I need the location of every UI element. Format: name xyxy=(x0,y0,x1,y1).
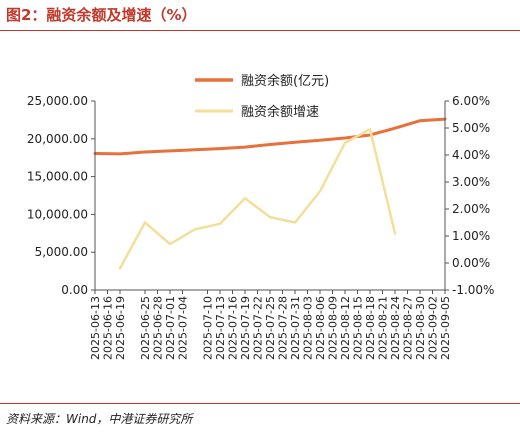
x-axis-tick-label: 2025-06-13 xyxy=(89,296,102,360)
x-axis-tick-label: 2025-08-21 xyxy=(377,296,390,360)
right-axis-tick-labels: -1.00% 0.00% 1.00% 2.00% 3.00% 4.00% 5.00% 6.00… xyxy=(452,94,494,297)
x-axis-tick-label: 2025-06-28 xyxy=(152,296,165,360)
x-axis-tick-label: 2025-07-22 xyxy=(252,296,265,360)
x-axis-tick-label: 2025-06-25 xyxy=(139,296,152,360)
right-axis-tick-label: 2.00% xyxy=(452,202,490,216)
right-axis-tick-label: 0.00% xyxy=(452,256,490,270)
x-axis-tick-labels: 2025-06-13 2025-06-16 2025-06-19 2025-06-25… xyxy=(89,296,452,360)
left-axis-tick-label: 10,000.00 xyxy=(27,207,88,221)
x-axis-tick-label: 2025-07-25 xyxy=(264,296,277,360)
x-axis-tick-label: 2025-08-12 xyxy=(339,296,352,360)
x-axis-tick-label: 2025-08-06 xyxy=(314,296,327,360)
left-axis-tick-label: 20,000.00 xyxy=(27,132,88,146)
x-axis-tick-label: 2025-09-02 xyxy=(427,296,440,360)
chart: 0.00 5,000.00 10,000.00 15,000.00 20,000.00 2… xyxy=(27,73,495,360)
right-axis-tick-label: 5.00% xyxy=(452,121,490,135)
margin-balance-line xyxy=(93,117,447,156)
x-axis-tick-label: 2025-07-16 xyxy=(227,296,240,360)
x-axis-tick-label: 2025-07-10 xyxy=(202,296,215,360)
x-axis-tick-label: 2025-06-19 xyxy=(114,296,127,360)
series-lines xyxy=(93,117,447,270)
axes xyxy=(91,100,449,294)
x-axis-tick-label: 2025-08-18 xyxy=(364,296,377,360)
x-axis-tick-label: 2025-07-13 xyxy=(214,296,227,360)
right-axis-tick-label: 3.00% xyxy=(452,175,490,189)
left-axis-tick-labels: 0.00 5,000.00 10,000.00 15,000.00 20,000.00 2… xyxy=(27,94,88,297)
x-axis-tick-label: 2025-08-09 xyxy=(327,296,340,360)
x-axis-tick-label: 2025-07-01 xyxy=(164,296,177,360)
source-rule xyxy=(0,403,520,404)
source-note: 资料来源：Wind，中港证券研究所 xyxy=(6,412,193,426)
left-axis-tick-label: 25,000.00 xyxy=(27,94,88,108)
left-axis-tick-label: 0.00 xyxy=(61,283,88,297)
left-axis-tick-label: 15,000.00 xyxy=(27,170,88,184)
title-rule xyxy=(0,30,520,31)
margin-growth-line xyxy=(118,128,397,270)
x-axis-tick-label: 2025-08-15 xyxy=(352,296,365,360)
left-axis-tick-label: 5,000.00 xyxy=(35,245,88,259)
x-axis-tick-label: 2025-07-19 xyxy=(239,296,252,360)
x-axis-tick-label: 2025-07-04 xyxy=(177,296,190,360)
x-axis-tick-label: 2025-07-28 xyxy=(277,296,290,360)
right-axis-tick-label: 4.00% xyxy=(452,148,490,162)
x-axis-tick-label: 2025-08-03 xyxy=(302,296,315,360)
right-axis-tick-label: 6.00% xyxy=(452,94,490,108)
x-axis-tick-label: 2025-08-24 xyxy=(389,296,402,360)
right-axis-tick-label: 1.00% xyxy=(452,229,490,243)
x-axis-tick-label: 2025-08-30 xyxy=(414,296,427,360)
right-axis-tick-label: -1.00% xyxy=(452,283,494,297)
x-axis-tick-label: 2025-07-31 xyxy=(289,296,302,360)
legend: 融资余额(亿元) 融资余额增速 xyxy=(195,73,329,120)
x-axis-tick-label: 2025-06-16 xyxy=(102,296,115,360)
x-axis-tick-label: 2025-09-05 xyxy=(439,296,452,360)
legend-label: 融资余额增速 xyxy=(241,104,319,120)
figure-title: 图2：融资余额及增速（%） xyxy=(6,6,197,24)
legend-label: 融资余额(亿元) xyxy=(241,73,329,89)
x-axis-tick-label: 2025-08-27 xyxy=(402,296,415,360)
